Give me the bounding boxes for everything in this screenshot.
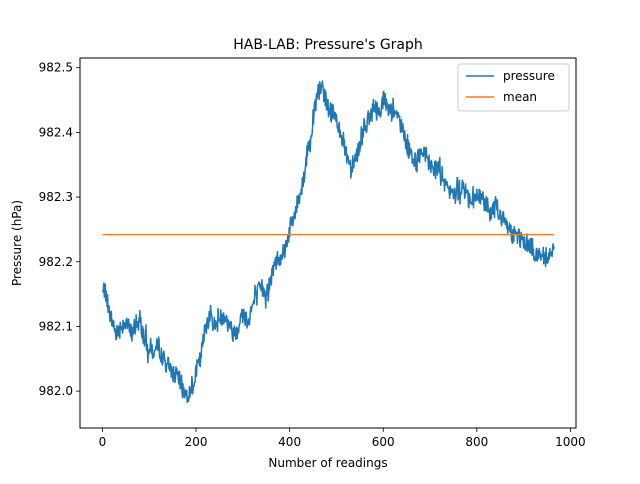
x-tick-label: 200 — [185, 435, 208, 449]
x-axis-label: Number of readings — [268, 456, 387, 470]
y-tick-label: 982.0 — [39, 384, 73, 398]
legend: pressure mean — [457, 63, 570, 112]
y-tick-label: 982.5 — [39, 61, 73, 75]
x-tick-label: 600 — [372, 435, 395, 449]
x-tick-label: 800 — [465, 435, 488, 449]
y-axis: 982.0 982.1 982.2 982.3 982.4 982.5 — [39, 61, 80, 398]
legend-pressure-label: pressure — [503, 69, 555, 83]
x-axis: 0 200 400 600 800 1000 — [99, 428, 586, 449]
x-tick-label: 1000 — [555, 435, 586, 449]
y-axis-label: Pressure (hPa) — [10, 200, 24, 286]
plot-area-frame — [79, 57, 577, 429]
legend-mean-label: mean — [503, 90, 537, 104]
x-tick-label: 0 — [99, 435, 107, 449]
y-tick-label: 982.4 — [39, 125, 73, 139]
y-tick-label: 982.1 — [39, 319, 73, 333]
y-tick-label: 982.3 — [39, 190, 73, 204]
series-layer — [102, 80, 555, 403]
x-tick-label: 400 — [278, 435, 301, 449]
series-line-pressure — [102, 80, 555, 403]
chart-title: HAB-LAB: Pressure's Graph — [233, 37, 423, 53]
y-tick-label: 982.2 — [39, 255, 73, 269]
